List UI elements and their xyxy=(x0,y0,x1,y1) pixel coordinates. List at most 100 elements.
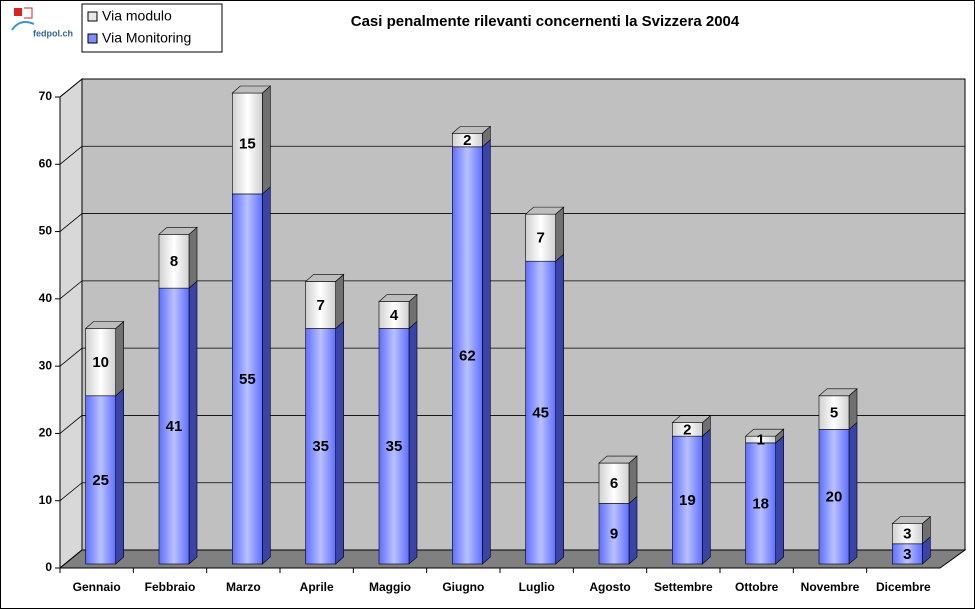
x-tick-label: Agosto xyxy=(589,580,630,594)
bar-side xyxy=(482,139,491,565)
data-label: 55 xyxy=(239,371,256,388)
data-label: 2 xyxy=(463,132,471,149)
data-label: 3 xyxy=(903,546,911,563)
bar xyxy=(525,260,556,565)
bar-top xyxy=(598,455,638,464)
data-label: 35 xyxy=(386,438,403,455)
bar-side xyxy=(115,320,124,397)
legend-swatch xyxy=(87,33,98,44)
grid-line xyxy=(59,213,965,232)
grid-line xyxy=(59,78,965,98)
x-tick-label: Novembre xyxy=(801,580,860,594)
bar xyxy=(232,193,263,565)
bar-top xyxy=(744,428,785,437)
x-tick-label: Ottobre xyxy=(735,580,779,594)
chart-title: Casi penalmente rilevanti concernenti la… xyxy=(351,13,740,30)
x-tick-label: Maggio xyxy=(369,580,411,594)
bar-side xyxy=(335,273,344,330)
grid-line xyxy=(59,549,965,569)
logo: fedpol.ch xyxy=(11,7,73,38)
bar xyxy=(85,395,116,565)
data-label: 6 xyxy=(610,475,618,492)
x-tick-label: Marzo xyxy=(226,580,261,594)
legend-label: Via modulo xyxy=(102,8,172,24)
data-label: 7 xyxy=(316,297,324,314)
data-label: 3 xyxy=(903,526,911,543)
bar xyxy=(305,281,336,329)
data-label: 7 xyxy=(536,230,544,247)
legend xyxy=(81,3,223,53)
data-label: 15 xyxy=(239,135,256,152)
bar-side xyxy=(408,320,418,565)
bar-top xyxy=(231,85,272,94)
y-tick-label: 40 xyxy=(39,291,53,305)
y-tick-label: 30 xyxy=(39,358,53,372)
y-tick-label: 60 xyxy=(39,156,53,170)
y-tick-label: 0 xyxy=(45,560,52,574)
bar xyxy=(378,301,410,329)
data-label: 25 xyxy=(92,472,109,489)
bar-side xyxy=(555,206,564,262)
data-label: 35 xyxy=(312,438,329,455)
x-tick-label: Settembre xyxy=(654,580,713,594)
bar-side xyxy=(335,320,344,565)
bar-top xyxy=(304,274,345,282)
bar xyxy=(525,213,556,262)
grid-line xyxy=(59,280,965,300)
data-label: 41 xyxy=(166,418,183,435)
bar xyxy=(305,328,336,565)
data-label: 18 xyxy=(752,495,769,512)
x-tick-label: Aprile xyxy=(300,580,334,594)
data-label: 19 xyxy=(679,492,696,509)
grid-line xyxy=(59,145,965,165)
bar xyxy=(85,328,116,397)
data-label: 9 xyxy=(610,526,618,543)
bar xyxy=(598,462,630,504)
bar-side xyxy=(188,226,198,289)
bar xyxy=(158,287,190,565)
data-label: 2 xyxy=(683,421,691,438)
data-label: 5 xyxy=(830,405,838,422)
bar-side xyxy=(188,280,198,565)
grid-line xyxy=(59,347,965,367)
legend-label: Via Monitoring xyxy=(102,30,191,46)
logo-text: fedpol.ch xyxy=(33,28,73,38)
y-tick-label: 10 xyxy=(39,493,53,507)
bar xyxy=(818,395,850,430)
bar-top xyxy=(451,126,492,134)
bar-side xyxy=(262,85,271,195)
bar-top xyxy=(818,388,858,397)
left-wall xyxy=(59,77,83,570)
x-tick-label: Dicembre xyxy=(876,580,931,594)
bar-side xyxy=(262,186,271,565)
y-tick-label: 20 xyxy=(39,426,53,440)
bar xyxy=(745,442,776,565)
bar-side xyxy=(848,421,858,565)
bar-side xyxy=(628,455,638,505)
x-tick-label: Giugno xyxy=(442,580,484,594)
bar-top xyxy=(891,516,932,524)
data-label: 4 xyxy=(390,307,399,324)
legend-swatch xyxy=(87,11,98,22)
x-tick-label: Luglio xyxy=(519,580,555,594)
bar xyxy=(672,435,703,565)
bar-top xyxy=(158,227,198,235)
data-label: 1 xyxy=(756,431,764,448)
x-tick-label: Gennaio xyxy=(73,580,121,594)
bar-top xyxy=(378,294,418,302)
x-tick-label: Febbraio xyxy=(145,580,196,594)
data-label: 45 xyxy=(532,405,549,422)
bar xyxy=(378,328,410,565)
bar-side xyxy=(702,428,711,565)
y-tick-label: 50 xyxy=(39,224,53,238)
bar-side xyxy=(628,495,638,565)
data-label: 8 xyxy=(170,253,178,270)
data-label: 62 xyxy=(459,347,476,364)
grid-line xyxy=(59,482,965,502)
bar-side xyxy=(115,388,124,565)
bar-side xyxy=(555,253,564,565)
grid-line xyxy=(59,415,965,434)
bar xyxy=(818,429,850,565)
bar xyxy=(232,92,263,195)
